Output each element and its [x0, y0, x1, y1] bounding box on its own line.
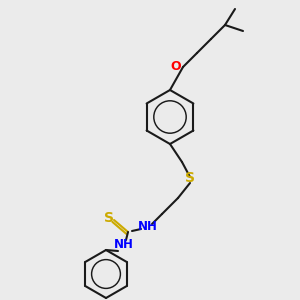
Text: NH: NH	[114, 238, 134, 251]
Text: NH: NH	[138, 220, 158, 233]
Text: O: O	[171, 59, 181, 73]
Text: S: S	[104, 211, 114, 225]
Text: S: S	[185, 171, 195, 185]
